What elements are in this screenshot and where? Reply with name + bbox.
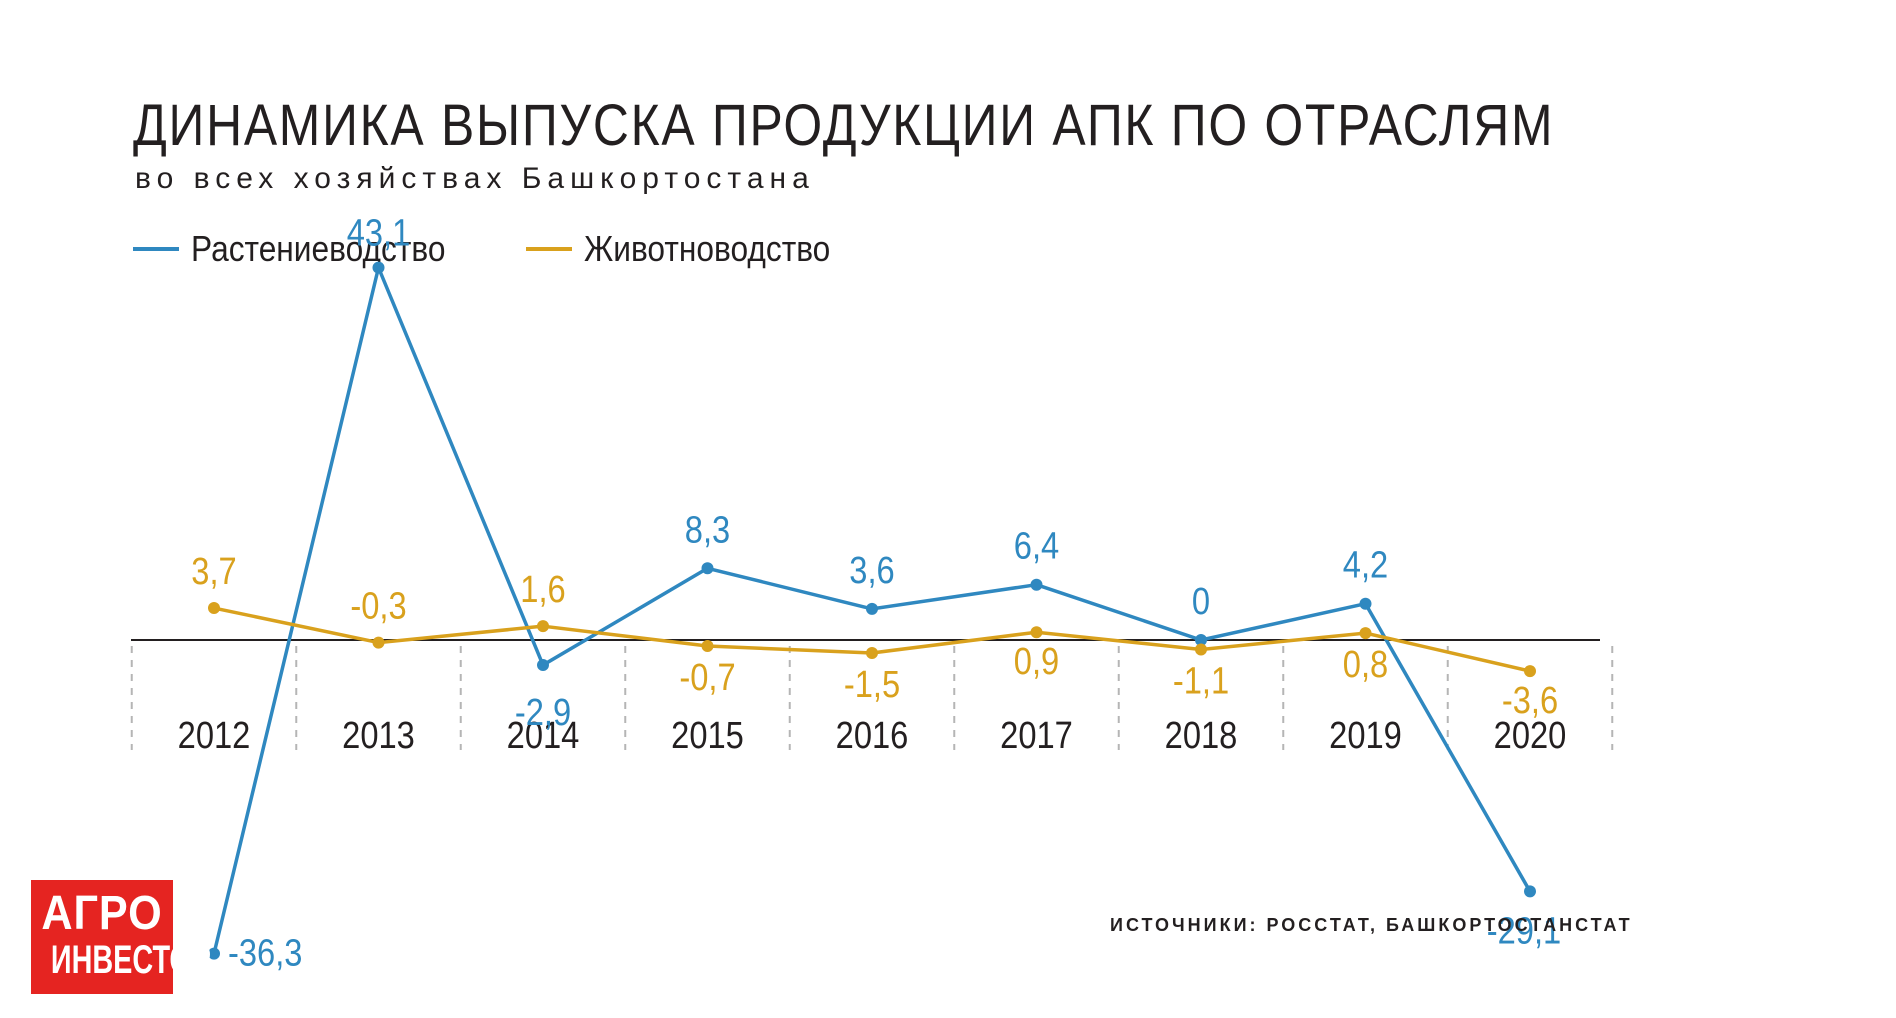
data-point-crops [208, 947, 220, 960]
data-label-crops: 43,1 [347, 211, 411, 254]
data-point-livestock [208, 602, 220, 615]
data-label-livestock: 1,6 [520, 568, 565, 611]
x-tick-label: 2015 [671, 714, 744, 757]
x-tick-label: 2018 [1165, 714, 1238, 757]
data-point-livestock [372, 636, 385, 649]
data-point-crops [701, 562, 714, 575]
data-point-crops [372, 261, 385, 274]
data-point-crops [866, 602, 878, 615]
data-point-livestock [701, 640, 714, 653]
data-label-crops: -2,9 [515, 691, 571, 734]
data-label-crops: 3,6 [849, 549, 894, 592]
data-label-livestock: -1,5 [844, 663, 900, 706]
chart-title: ДИНАМИКА ВЫПУСКА ПРОДУКЦИИ АПК ПО ОТРАСЛ… [133, 93, 1555, 158]
legend: Растениеводство Животноводство [133, 228, 910, 270]
x-tick-label: 2014 [507, 714, 580, 757]
data-label-livestock: -3,6 [1502, 679, 1558, 722]
source-note: ИСТОЧНИКИ: РОССТАТ, БАШКОРТОСТАНСТАТ [1110, 915, 1633, 935]
data-point-crops [537, 659, 549, 672]
data-label-crops: -29,1 [1487, 909, 1561, 952]
x-tick-label: 2012 [178, 714, 251, 757]
data-label-crops: 0 [1192, 580, 1210, 623]
data-label-livestock: -0,7 [679, 656, 735, 699]
legend-item-livestock: Животноводство [526, 228, 864, 270]
x-tick-label: 2017 [1000, 714, 1073, 757]
x-tick-label: 2016 [836, 714, 909, 757]
legend-label-livestock: Животноводство [584, 228, 831, 269]
x-tick-label: 2020 [1494, 714, 1567, 757]
data-point-livestock [1524, 665, 1536, 678]
legend-swatch-livestock [526, 247, 573, 251]
data-point-crops [1030, 578, 1043, 591]
data-point-livestock [537, 620, 549, 633]
data-point-livestock [1030, 626, 1043, 639]
data-point-livestock [866, 646, 878, 659]
data-point-livestock [1195, 643, 1207, 656]
data-label-crops: 8,3 [685, 508, 730, 551]
data-label-crops: 6,4 [1014, 524, 1059, 567]
legend-label-crops: Растениеводство [191, 228, 446, 269]
legend-swatch-crops [133, 247, 179, 251]
data-label-crops: -36,3 [228, 931, 302, 974]
data-label-livestock: 3,7 [191, 550, 236, 593]
data-point-crops [1195, 634, 1207, 646]
agroinvestor-logo: АГРО ИНВЕСТОР [31, 880, 211, 994]
x-tick-label: 2013 [342, 714, 415, 757]
data-point-crops [1524, 885, 1536, 898]
logo-text-investor: ИНВЕСТОР [50, 938, 211, 982]
data-label-crops: 4,2 [1343, 543, 1388, 586]
data-label-livestock: -0,3 [350, 584, 406, 627]
x-tick-label: 2019 [1329, 714, 1402, 757]
data-point-livestock [1359, 627, 1372, 640]
data-label-livestock: -1,1 [1173, 659, 1229, 702]
data-label-livestock: 0,9 [1014, 640, 1059, 683]
logo-text-agro: АГРО [41, 887, 163, 940]
legend-item-crops: Растениеводство [133, 228, 480, 270]
data-label-livestock: 0,8 [1343, 643, 1388, 686]
data-point-crops [1359, 597, 1372, 610]
chart-subtitle: во всех хозяйствах Башкортостана [135, 162, 815, 195]
